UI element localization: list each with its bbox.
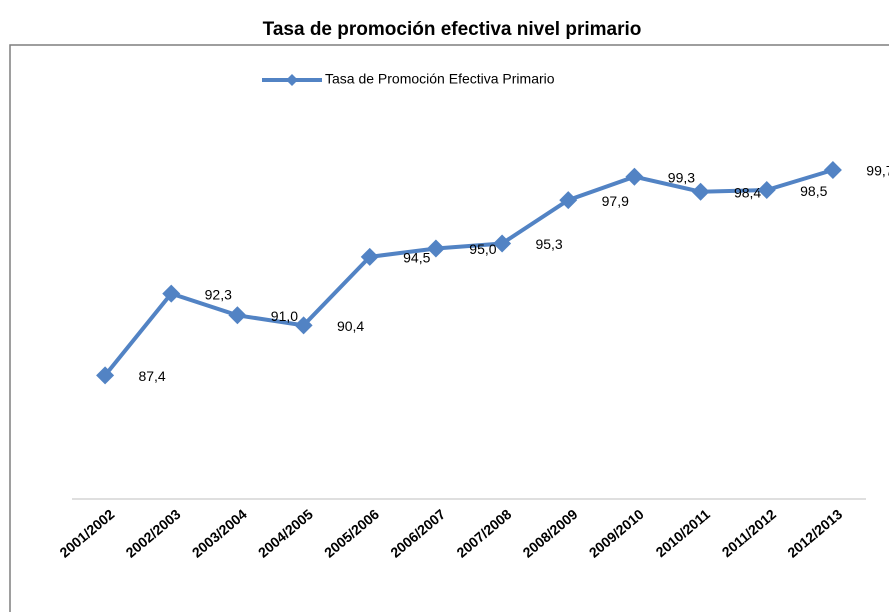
point-marker xyxy=(823,161,842,180)
data-label: 99,7 xyxy=(866,163,889,179)
x-tick-label: 2009/2010 xyxy=(586,506,647,561)
legend-marker xyxy=(286,74,298,86)
x-tick-label: 2001/2002 xyxy=(56,506,117,561)
point-marker xyxy=(757,181,776,200)
series-line xyxy=(103,168,834,377)
x-tick-label: 2005/2006 xyxy=(321,506,382,561)
x-tick-label: 2008/2009 xyxy=(520,506,581,561)
point-marker xyxy=(228,306,247,325)
x-tick-label: 2007/2008 xyxy=(453,506,514,561)
point-marker xyxy=(559,191,578,210)
x-tick-label: 2004/2005 xyxy=(255,506,316,561)
x-tick-label: 2010/2011 xyxy=(653,506,714,560)
data-label: 90,4 xyxy=(337,318,364,334)
point-marker xyxy=(294,316,313,335)
data-label: 98,5 xyxy=(800,183,827,199)
data-label: 99,3 xyxy=(668,169,695,185)
data-label: 98,4 xyxy=(734,184,761,200)
data-label: 91,0 xyxy=(271,308,298,324)
point-marker xyxy=(493,234,512,253)
chart-title: Tasa de promoción efectiva nivel primari… xyxy=(263,19,642,40)
point-marker xyxy=(162,284,181,303)
point-marker xyxy=(691,182,710,201)
data-label: 95,3 xyxy=(535,236,562,252)
data-label: 87,4 xyxy=(138,368,165,384)
x-tick-label: 2003/2004 xyxy=(189,506,250,561)
point-marker xyxy=(360,247,379,266)
point-marker xyxy=(625,167,644,186)
x-tick-label: 2011/2012 xyxy=(719,506,780,560)
data-label: 92,3 xyxy=(205,286,232,302)
data-label: 97,9 xyxy=(602,193,629,209)
x-tick-label: 2002/2003 xyxy=(123,506,184,561)
legend-label: Tasa de Promoción Efectiva Primario xyxy=(325,71,555,87)
x-tick-label: 2012/2013 xyxy=(784,506,845,561)
chart-frame xyxy=(9,44,889,612)
point-marker xyxy=(426,239,445,258)
data-label: 95,0 xyxy=(469,241,496,257)
data-label: 94,5 xyxy=(403,250,430,266)
point-marker xyxy=(96,366,115,385)
x-tick-label: 2006/2007 xyxy=(387,506,448,561)
